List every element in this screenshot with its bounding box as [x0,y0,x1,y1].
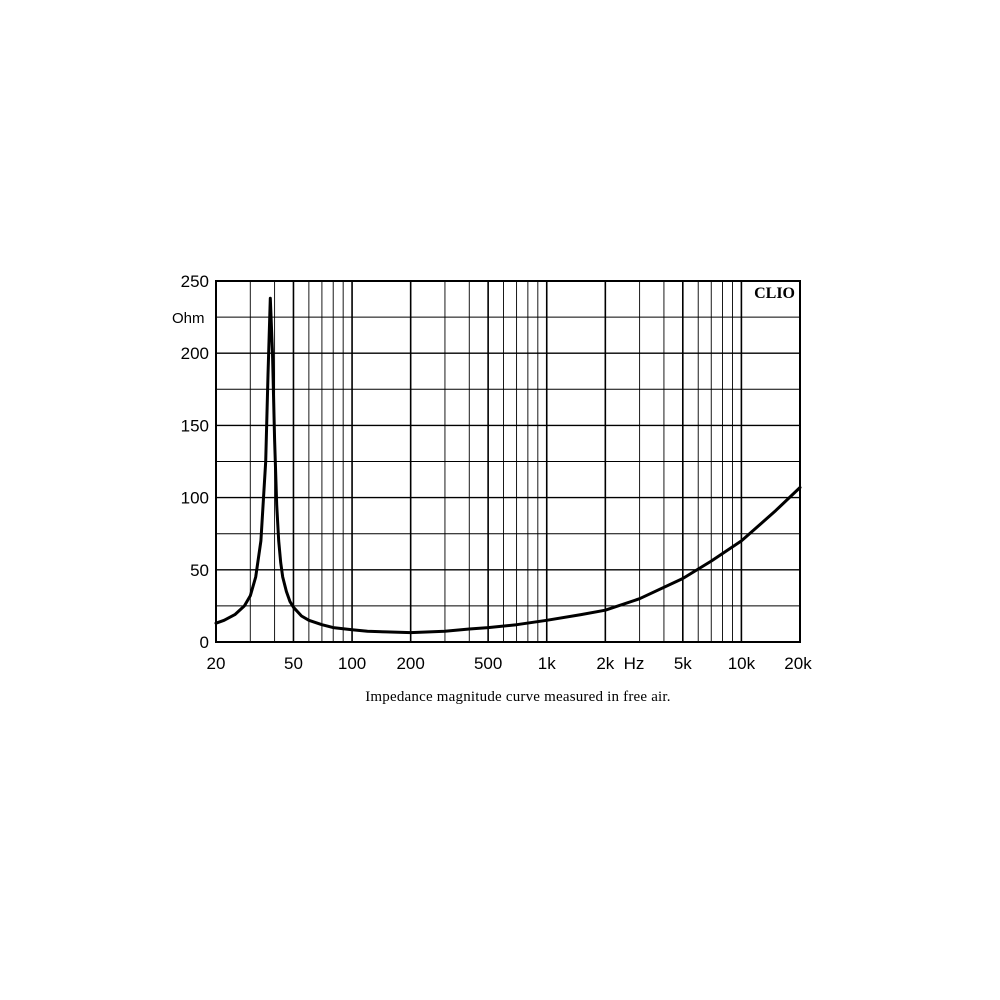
y-tick-label: 200 [181,344,209,363]
x-tick-label: 10k [728,654,756,673]
x-tick-label: 50 [284,654,303,673]
impedance-curve [214,296,802,635]
x-tick-label: 20 [207,654,226,673]
y-axis-tick-labels: 0 50 100 150 200 250 [181,272,209,652]
x-tick-label: 5k [674,654,692,673]
x-tick-label: 2k [596,654,614,673]
x-tick-label: 20k [784,654,812,673]
y-axis-label: Ohm [172,310,205,327]
chart-caption: Impedance magnitude curve measured in fr… [365,689,671,705]
clio-logo-text: CLIO [754,285,795,302]
grid [216,281,800,642]
x-axis-label: Hz [624,654,645,673]
x-tick-label: 500 [474,654,502,673]
y-tick-label: 0 [200,633,209,652]
y-tick-label: 50 [190,561,209,580]
x-axis-tick-labels: 20 50 100 200 500 1k 2k 5k 10k 20k [207,654,813,673]
x-tick-label: 100 [338,654,366,673]
y-tick-label: 250 [181,272,209,291]
y-tick-label: 150 [181,416,209,435]
x-tick-label: 200 [396,654,424,673]
x-tick-label: 1k [538,654,556,673]
plot-frame [215,280,801,643]
y-tick-label: 100 [181,489,209,508]
